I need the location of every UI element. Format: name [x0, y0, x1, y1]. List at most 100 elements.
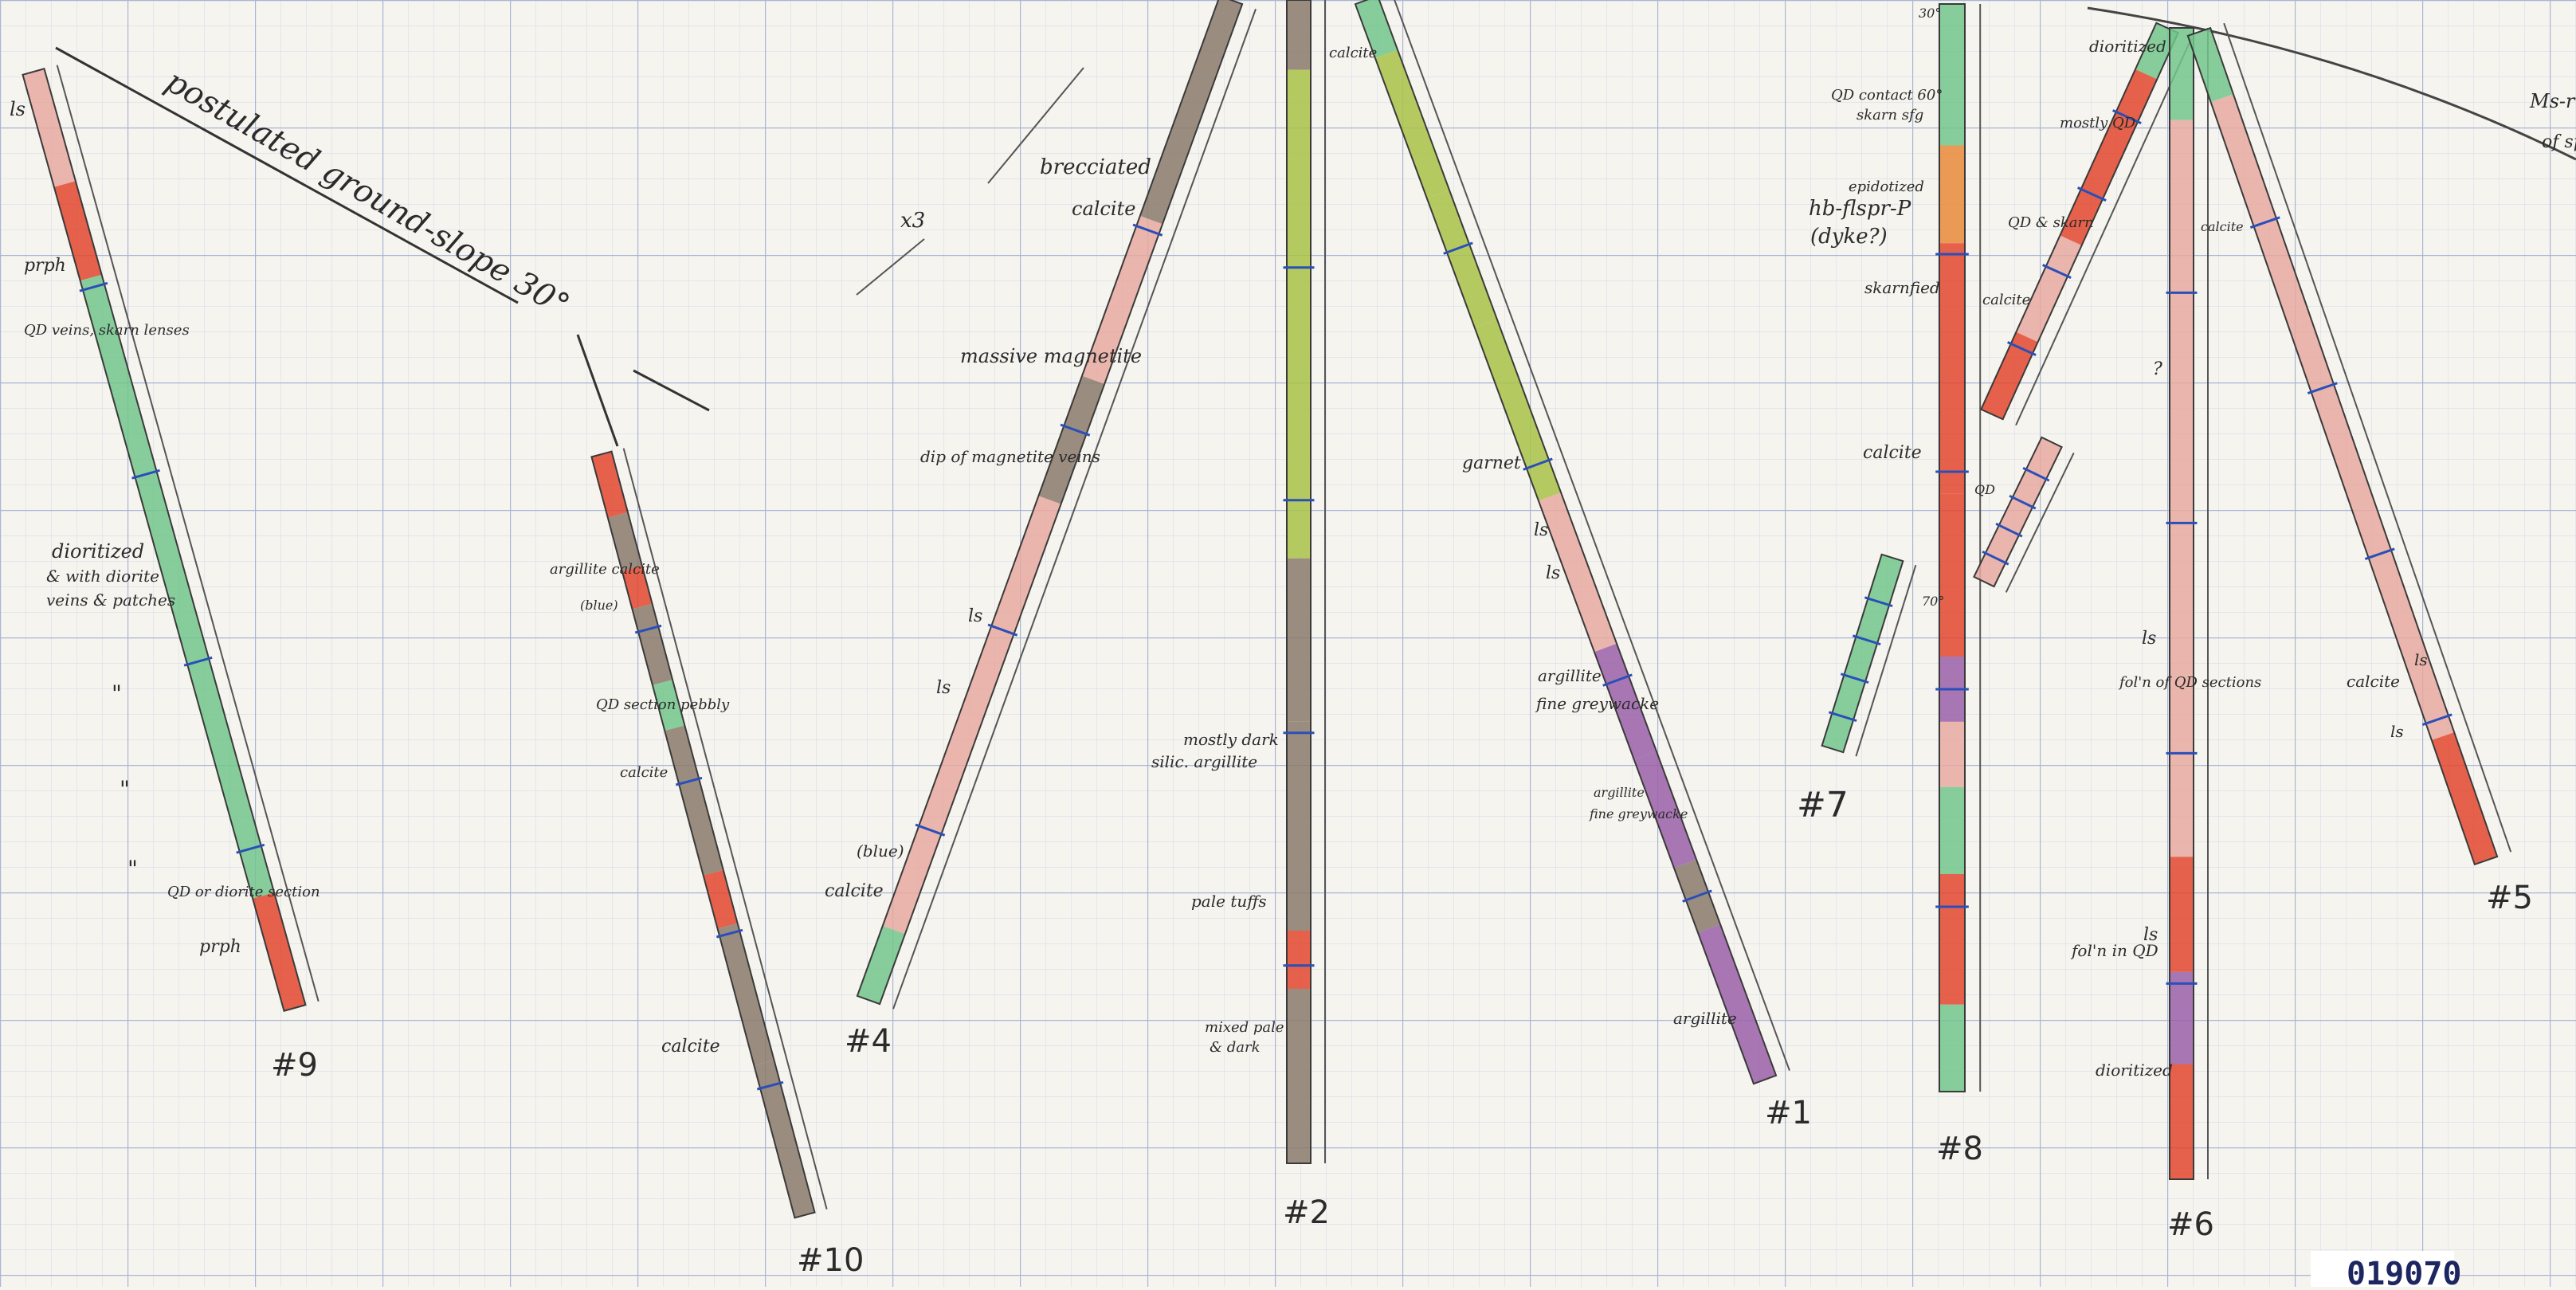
log-segment	[1081, 215, 1163, 385]
drill-hole-6	[2166, 27, 2209, 1180]
hole-label-8: #8	[1936, 1131, 1983, 1167]
note-question: ?	[2153, 359, 2162, 379]
drill-hole-1	[1354, 0, 1790, 1085]
drill-hole-7b	[1980, 22, 2192, 426]
note-calcite-10a: calcite	[620, 764, 668, 781]
note-dioritized: dioritized	[52, 540, 144, 563]
log-segment	[1981, 331, 2038, 420]
drill-hole-7c	[1973, 436, 2075, 593]
hole-label-2: #2	[1283, 1194, 1330, 1231]
note-with-diorite: & with diorite	[46, 567, 159, 586]
log-outline	[2186, 26, 2499, 866]
log-segment	[22, 69, 76, 187]
calcite-mark	[1995, 522, 2023, 538]
calcite-mark	[2007, 341, 2037, 356]
calcite-mark	[987, 623, 1018, 637]
note-argillite-calcite: argillite calcite	[550, 561, 660, 578]
hole-label-9: #9	[271, 1047, 318, 1084]
note-massive-magnetite: massive magnetite	[960, 345, 1142, 367]
calcite-mark	[2009, 494, 2037, 510]
calcite-mark	[1982, 550, 2009, 566]
log-segment	[652, 680, 685, 731]
note-hb-flspr: hb-flspr-P	[1809, 197, 1911, 221]
log-segment	[607, 512, 642, 571]
log-segment	[1374, 49, 1450, 199]
note-msr: Ms-r	[2529, 90, 2576, 112]
note-qd-skarn: QD & skarn	[2008, 214, 2094, 231]
calcite-mark	[1443, 241, 1473, 255]
note-calcite-5: calcite	[2347, 672, 2400, 691]
log-segment	[1633, 751, 1697, 868]
note-angle-30: 30°	[1919, 6, 1941, 21]
calcite-mark	[2022, 466, 2050, 482]
drill-hole-10	[590, 448, 828, 1219]
note-ofsp: of sp	[2542, 132, 2576, 152]
log-segment	[1287, 989, 1311, 1163]
calcite-mark	[2249, 216, 2280, 229]
note-qd-small: QD	[1974, 482, 1995, 497]
log-segment	[1939, 243, 1965, 494]
note-calcite-4b: calcite	[825, 881, 884, 901]
note-calcite-7: calcite	[1982, 292, 2030, 308]
note-dioritized-6b: dioritized	[2096, 1061, 2173, 1080]
log-segment	[2135, 22, 2178, 80]
log-segment	[2060, 69, 2158, 245]
note-dip-magnetite: dip of magnetite veins	[920, 447, 1100, 466]
log-segment	[1860, 554, 1904, 629]
note-dioritized-6a: dioritized	[2089, 37, 2166, 56]
log-segment	[112, 386, 259, 843]
hole-label-5: #5	[2486, 880, 2533, 916]
log-segment	[2187, 28, 2233, 103]
log-segment	[1939, 145, 1965, 244]
log-segment	[959, 615, 1018, 724]
log-segment	[2431, 732, 2498, 865]
note-mostly-dark: mostly dark	[1183, 730, 1279, 749]
note-garnet: garnet	[1462, 453, 1521, 473]
log-segment	[665, 725, 723, 876]
calcite-mark	[2112, 109, 2142, 124]
note-brecciated: brecciated	[1040, 155, 1151, 179]
note-ls-5b: ls	[2390, 722, 2404, 741]
note-veins-patches: veins & patches	[46, 590, 175, 610]
log-margin-line	[622, 448, 828, 1210]
note-ls-4a: ls	[968, 606, 982, 626]
note-ditto-3: "	[127, 856, 138, 882]
log-segment	[1974, 437, 2062, 587]
hole-label-10: #10	[797, 1242, 864, 1279]
note-qd-contact: QD contact 60°	[1831, 87, 1943, 104]
calcite-mark	[2421, 713, 2452, 726]
log-segment	[253, 892, 306, 1011]
log-segment	[1697, 924, 1777, 1084]
hole-label-1: #1	[1765, 1095, 1812, 1131]
note-argillite-1b: argillite	[1594, 785, 1645, 800]
log-segment	[2210, 94, 2311, 326]
note-calcite-4a: calcite	[1072, 198, 1135, 220]
note-skarn-sfg: skarn sfg	[1857, 107, 1923, 124]
note-mostly-qd: mostly QD	[2060, 115, 2136, 131]
log-segment	[2170, 28, 2194, 120]
note-qd-or-diorite: QD or diorite section	[167, 884, 320, 900]
log-segment	[1287, 558, 1311, 722]
calcite-mark	[1682, 889, 1712, 903]
calcite-mark	[2077, 186, 2107, 202]
calcite-mark	[1602, 673, 1633, 687]
note-fine-greywacke-1a: fine greywacke	[1535, 694, 1659, 713]
log-segment	[1594, 643, 1657, 760]
log-segment	[2170, 971, 2194, 1065]
note-qd-section: QD section pebbly	[596, 696, 730, 713]
note-ls-1a: ls	[1534, 520, 1548, 540]
log-segment	[717, 923, 774, 1066]
calcite-mark	[79, 281, 108, 292]
note-epidotized: epidotized	[1849, 178, 1924, 195]
note-ls-9: ls	[10, 98, 25, 120]
note-calcite-10b: calcite	[661, 1037, 720, 1057]
stamp-box	[2311, 1251, 2454, 1287]
drill-hole-8	[1935, 3, 1982, 1092]
log-outline	[856, 0, 1244, 1006]
note-x3: x3	[900, 209, 925, 233]
note-silic-argillite: silic. argillite	[1151, 752, 1257, 771]
note-ls-5: ls	[2414, 650, 2428, 669]
log-margin-line	[2223, 22, 2512, 853]
note-calcite-2: calcite	[1329, 45, 1377, 61]
note-skarnfied: skarnfied	[1864, 278, 1940, 297]
